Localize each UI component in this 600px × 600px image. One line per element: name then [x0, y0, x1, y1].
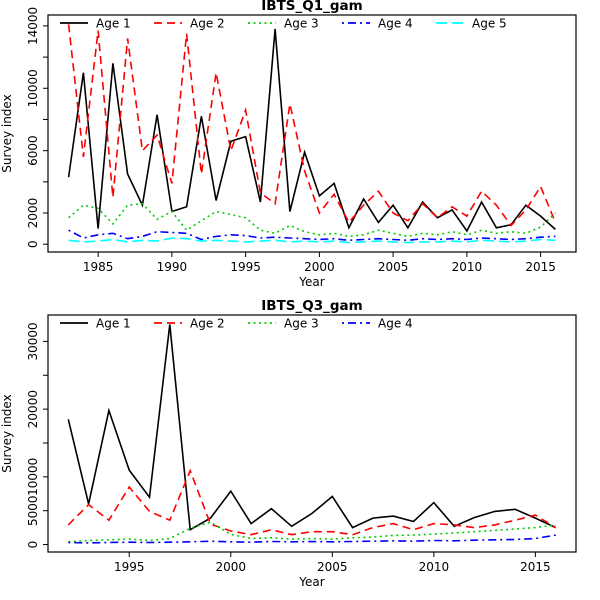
y-tick-label: 2000 [26, 198, 40, 229]
legend-label-age-2: Age 2 [190, 317, 225, 331]
y-axis-label: Survey index [0, 94, 14, 172]
series-line-age-1 [67, 324, 557, 532]
x-tick-label: 2005 [317, 560, 348, 574]
y-tick-label: 6000 [26, 135, 40, 166]
y-axis-label: Survey index [0, 394, 14, 472]
legend-label-age-1: Age 1 [96, 317, 131, 331]
ibts-q1-chart: 1985 1990 1995 2000 2005 2010 2015 0 2000 6000 100… [0, 0, 577, 289]
x-tick-label: 2000 [215, 560, 246, 574]
x-tick-label: 2015 [525, 260, 556, 274]
x-axis-label: Year [298, 275, 324, 289]
plot-frame [47, 314, 577, 553]
series-line-age-1 [67, 28, 556, 233]
figure-ibts-q1: 1985 1990 1995 2000 2005 2010 2015 0 2000 6000 100… [0, 0, 577, 289]
chart-title: IBTS_Q3_gam [261, 300, 362, 314]
y-tick-label: 10000 [26, 458, 40, 496]
legend-label-age-4: Age 4 [378, 317, 413, 331]
y-tick-label: 14000 [26, 7, 40, 45]
y-tick-label: 0 [26, 541, 40, 549]
x-tick-label: 2010 [452, 260, 483, 274]
series-line-age-4 [68, 534, 556, 544]
x-tick-label: 1995 [114, 560, 145, 574]
y-tick-label: 30000 [26, 322, 40, 360]
series-line-age-2 [67, 24, 557, 227]
legend-label-age-1: Age 1 [96, 17, 131, 31]
x-tick-label: 1985 [83, 260, 114, 274]
series-line-age-3 [68, 521, 556, 543]
legend-label-age-2: Age 2 [190, 17, 225, 31]
x-tick-label: 2010 [419, 560, 450, 574]
x-tick-label: 2005 [378, 260, 409, 274]
y-tick-label: 10000 [26, 69, 40, 107]
x-tick-label: 1990 [157, 260, 188, 274]
chart-title: IBTS_Q1_gam [261, 0, 362, 14]
series-line-age-4 [68, 229, 556, 242]
y-tick-label: 5000 [26, 495, 40, 526]
legend-label-age-3: Age 3 [284, 17, 319, 31]
legend-label-age-5: Age 5 [472, 17, 507, 31]
y-tick-label: 0 [26, 240, 40, 248]
x-tick-label: 2015 [520, 560, 551, 574]
x-tick-label: 1995 [230, 260, 261, 274]
y-tick-label: 20000 [26, 390, 40, 428]
x-axis-label: Year [298, 575, 324, 589]
series-line-age-3 [68, 202, 556, 238]
series-line-age-2 [67, 468, 557, 536]
legend-label-age-3: Age 3 [284, 317, 319, 331]
figure-ibts-q3: 1995 2000 2005 2010 2015 0 5000 10000 20000 30000… [0, 300, 600, 600]
series-line-age-5 [68, 237, 556, 244]
legend-label-age-4: Age 4 [378, 17, 413, 31]
x-tick-label: 2000 [304, 260, 335, 274]
plot-frame [47, 14, 577, 253]
